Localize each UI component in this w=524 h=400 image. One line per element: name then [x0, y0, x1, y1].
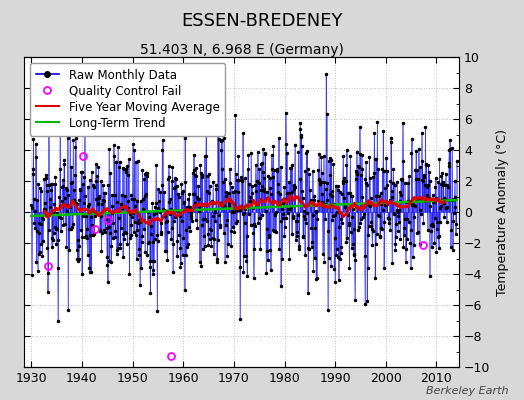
Text: Berkeley Earth: Berkeley Earth [426, 386, 508, 396]
Text: ESSEN-BREDENEY: ESSEN-BREDENEY [181, 12, 343, 30]
Y-axis label: Temperature Anomaly (°C): Temperature Anomaly (°C) [496, 128, 509, 296]
Title: 51.403 N, 6.968 E (Germany): 51.403 N, 6.968 E (Germany) [139, 43, 343, 57]
Legend: Raw Monthly Data, Quality Control Fail, Five Year Moving Average, Long-Term Tren: Raw Monthly Data, Quality Control Fail, … [30, 63, 225, 136]
